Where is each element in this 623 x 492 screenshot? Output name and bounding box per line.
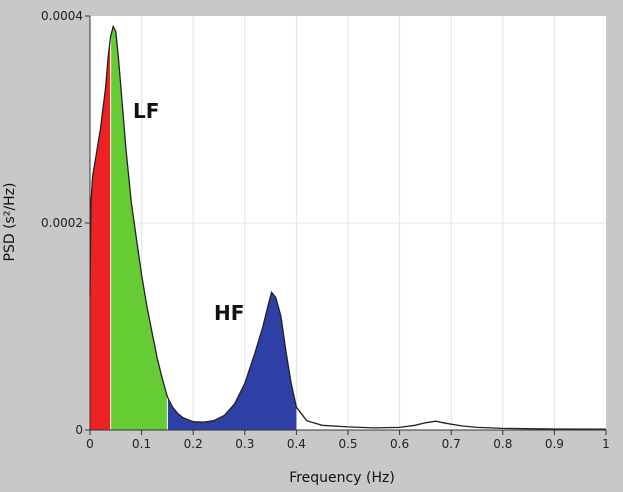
y-axis-title: PSD (s²/Hz) bbox=[2, 183, 18, 262]
x-tick-label: 0.2 bbox=[184, 437, 203, 451]
x-tick-label: 1 bbox=[602, 437, 610, 451]
x-tick-label: 0.4 bbox=[287, 437, 306, 451]
y-tick-label: 0.0004 bbox=[41, 9, 83, 23]
y-tick-label: 0.0002 bbox=[41, 216, 83, 230]
y-tick-label: 0 bbox=[75, 423, 83, 437]
x-tick-label: 0.5 bbox=[338, 437, 357, 451]
x-tick-label: 0.3 bbox=[235, 437, 254, 451]
x-tick-label: 0.9 bbox=[545, 437, 564, 451]
x-tick-label: 0.6 bbox=[390, 437, 409, 451]
x-tick-label: 0 bbox=[86, 437, 94, 451]
x-tick-label: 0.7 bbox=[442, 437, 461, 451]
band-label-lf: LF bbox=[133, 99, 159, 123]
x-axis-title: Frequency (Hz) bbox=[289, 470, 395, 486]
x-tick-label: 0.8 bbox=[493, 437, 512, 451]
x-tick-label: 0.1 bbox=[132, 437, 151, 451]
band-label-hf: HF bbox=[214, 301, 244, 325]
